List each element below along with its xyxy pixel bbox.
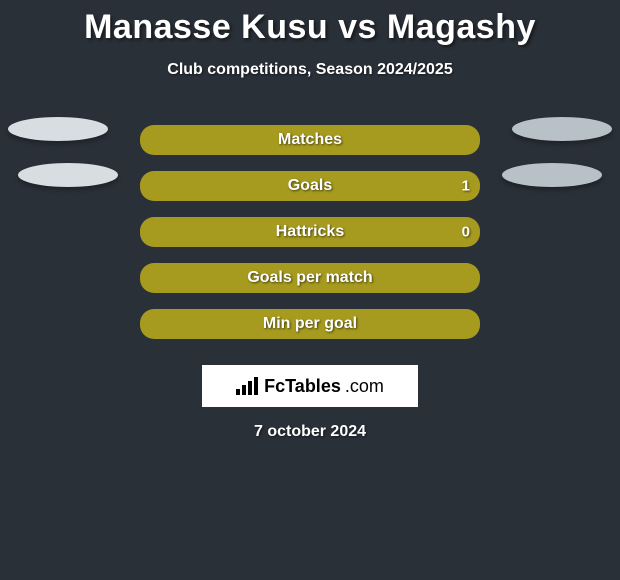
logo-suffix: .com	[345, 376, 384, 397]
comparison-chart: Matches Goals 1 Hattricks 0 Goals per ma…	[0, 117, 620, 347]
stat-value-right: 1	[462, 178, 470, 195]
stat-bar: Matches	[140, 125, 480, 155]
stat-bar: Min per goal	[140, 309, 480, 339]
stat-bar: Goals 1	[140, 171, 480, 201]
logo-brand: FcTables	[264, 376, 341, 397]
generated-date: 7 october 2024	[0, 423, 620, 441]
stat-row-goals-per-match: Goals per match	[0, 255, 620, 301]
stat-row-hattricks: Hattricks 0	[0, 209, 620, 255]
stat-label: Matches	[278, 131, 342, 149]
player-right-marker	[512, 117, 612, 141]
player-left-marker	[18, 163, 118, 187]
page-subtitle: Club competitions, Season 2024/2025	[0, 61, 620, 79]
stat-bar: Hattricks 0	[140, 217, 480, 247]
stat-row-matches: Matches	[0, 117, 620, 163]
stat-row-goals: Goals 1	[0, 163, 620, 209]
stat-label: Hattricks	[276, 223, 344, 241]
stat-row-min-per-goal: Min per goal	[0, 301, 620, 347]
stat-bar: Goals per match	[140, 263, 480, 293]
page-title: Manasse Kusu vs Magashy	[0, 0, 620, 47]
stat-label: Goals	[288, 177, 332, 195]
player-left-marker	[8, 117, 108, 141]
stat-label: Goals per match	[247, 269, 372, 287]
logo-text: FcTables.com	[236, 376, 384, 397]
stat-label: Min per goal	[263, 315, 357, 333]
attribution-logo: FcTables.com	[202, 365, 418, 407]
stat-value-right: 0	[462, 224, 470, 241]
chart-icon	[236, 377, 260, 395]
player-right-marker	[502, 163, 602, 187]
